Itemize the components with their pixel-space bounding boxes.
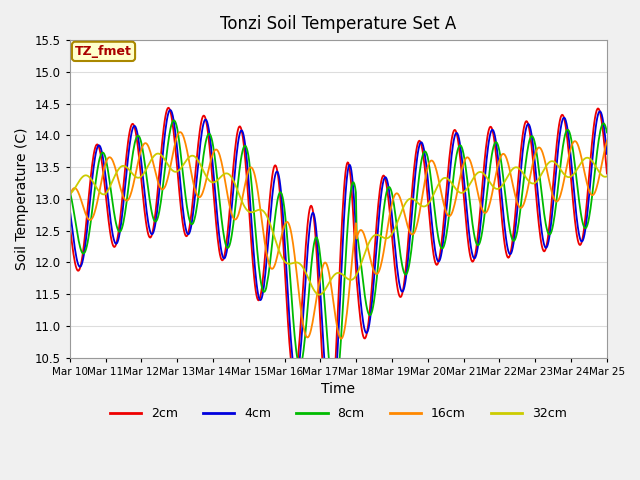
16cm xyxy=(603,138,611,144)
4cm xyxy=(405,247,413,253)
2cm xyxy=(164,105,172,111)
32cm xyxy=(603,173,611,179)
16cm xyxy=(337,336,345,342)
2cm xyxy=(76,267,83,273)
16cm xyxy=(405,227,413,233)
2cm xyxy=(420,164,428,169)
32cm xyxy=(131,173,138,179)
Text: TZ_fmet: TZ_fmet xyxy=(75,45,132,58)
Line: 32cm: 32cm xyxy=(70,154,607,295)
4cm xyxy=(420,150,428,156)
8cm xyxy=(131,140,138,146)
2cm xyxy=(405,228,413,234)
16cm xyxy=(214,149,222,155)
Title: Tonzi Soil Temperature Set A: Tonzi Soil Temperature Set A xyxy=(220,15,456,33)
Line: 4cm: 4cm xyxy=(70,110,607,364)
4cm xyxy=(76,264,83,269)
16cm xyxy=(131,175,138,181)
8cm xyxy=(603,130,611,135)
32cm xyxy=(405,196,413,202)
32cm xyxy=(66,191,74,197)
4cm xyxy=(214,225,222,231)
4cm xyxy=(131,123,138,129)
Y-axis label: Soil Temperature (C): Soil Temperature (C) xyxy=(15,128,29,270)
X-axis label: Time: Time xyxy=(321,383,355,396)
16cm xyxy=(420,180,428,185)
2cm xyxy=(186,221,194,227)
4cm xyxy=(603,151,611,157)
8cm xyxy=(405,263,413,269)
2cm xyxy=(288,361,296,367)
8cm xyxy=(186,219,194,225)
16cm xyxy=(177,129,184,135)
2cm xyxy=(214,242,222,248)
32cm xyxy=(154,151,162,156)
16cm xyxy=(66,193,74,199)
8cm xyxy=(420,148,428,154)
8cm xyxy=(214,187,222,192)
Line: 2cm: 2cm xyxy=(70,108,607,364)
8cm xyxy=(170,118,177,123)
4cm xyxy=(167,107,175,113)
4cm xyxy=(290,361,298,367)
4cm xyxy=(66,206,74,212)
32cm xyxy=(76,178,83,184)
2cm xyxy=(131,125,138,131)
Line: 8cm: 8cm xyxy=(70,120,607,364)
32cm xyxy=(214,177,222,182)
8cm xyxy=(66,189,74,194)
16cm xyxy=(76,192,83,198)
4cm xyxy=(186,228,194,234)
16cm xyxy=(186,163,194,169)
Line: 16cm: 16cm xyxy=(70,132,607,339)
2cm xyxy=(66,221,74,227)
32cm xyxy=(420,204,428,209)
32cm xyxy=(186,154,194,159)
8cm xyxy=(295,361,303,367)
2cm xyxy=(603,171,611,177)
8cm xyxy=(76,241,83,247)
Legend: 2cm, 4cm, 8cm, 16cm, 32cm: 2cm, 4cm, 8cm, 16cm, 32cm xyxy=(105,402,572,425)
32cm xyxy=(316,292,323,298)
